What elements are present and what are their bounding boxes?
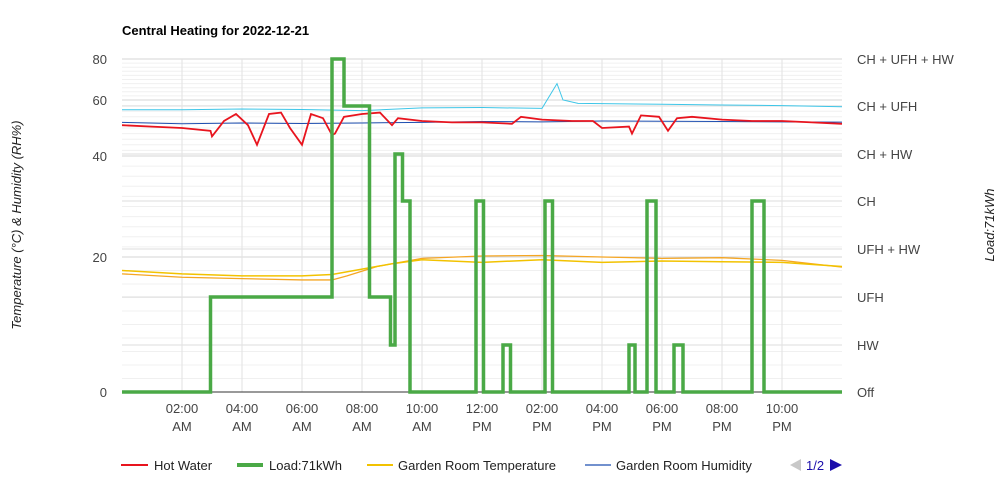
x-tick-label-period: PM — [592, 419, 612, 434]
x-tick-label: 02:00 — [166, 401, 199, 416]
x-tick-label: 06:00 — [286, 401, 319, 416]
x-tick-label-period: AM — [412, 419, 432, 434]
series-line-garden-temp2 — [121, 254, 843, 281]
y-right-tick-label: UFH — [857, 290, 884, 305]
right-y-axis: CH + UFH + HW CH + UFH CH + HW CH UFH + HW UF… — [857, 52, 955, 400]
x-tick-label-period: AM — [292, 419, 312, 434]
x-tick-label: 12:00 — [466, 401, 499, 416]
chart-title: Central Heating for 2022-12-21 — [122, 23, 309, 38]
x-axis: 02:00 AM 04:00 AM 06:00 AM 08:00 AM 10:00 AM 12:00… — [166, 401, 799, 434]
y-axis-label-right: Load:71kWh — [982, 189, 997, 262]
y-right-tick-label: CH + HW — [857, 147, 913, 162]
x-tick-label-period: AM — [172, 419, 192, 434]
legend-label-garden-temperature[interactable]: Garden Room Temperature — [398, 458, 556, 473]
x-tick-label-period: PM — [772, 419, 792, 434]
legend-next-page-icon[interactable] — [830, 459, 842, 471]
legend-prev-page-icon[interactable] — [790, 459, 801, 471]
x-tick-label: 04:00 — [586, 401, 619, 416]
legend-page-indicator: 1/2 — [806, 458, 824, 473]
series-line-humidity2 — [122, 82, 843, 112]
x-tick-label: 06:00 — [646, 401, 679, 416]
x-tick-label: 02:00 — [526, 401, 559, 416]
series-line-hot-water — [121, 111, 843, 148]
x-tick-label: 08:00 — [706, 401, 739, 416]
y-left-tick-label: 40 — [93, 149, 107, 164]
y-right-tick-label: UFH + HW — [857, 242, 921, 257]
y-left-tick-label: 20 — [93, 250, 107, 265]
x-tick-label-period: AM — [352, 419, 372, 434]
y-right-tick-label: CH + UFH — [857, 99, 917, 114]
y-right-tick-label: CH + UFH + HW — [857, 52, 955, 67]
y-left-tick-label: 0 — [100, 385, 107, 400]
y-right-tick-label: Off — [857, 385, 874, 400]
x-tick-label-period: PM — [652, 419, 672, 434]
y-right-tick-label: CH — [857, 194, 876, 209]
x-tick-label-period: PM — [712, 419, 732, 434]
series-layer — [121, 57, 843, 394]
y-axis-label-left: Temperature (°C) & Humidity (RH%) — [9, 120, 24, 329]
legend-label-load[interactable]: Load:71kWh — [269, 458, 342, 473]
legend-label-hot-water[interactable]: Hot Water — [154, 458, 213, 473]
x-tick-label: 10:00 — [766, 401, 799, 416]
x-tick-label-period: PM — [532, 419, 552, 434]
legend: Hot Water Load:71kWh Garden Room Tempera… — [121, 458, 842, 473]
x-tick-label: 10:00 — [406, 401, 439, 416]
legend-label-garden-humidity[interactable]: Garden Room Humidity — [616, 458, 752, 473]
left-y-axis: 80 60 40 20 0 — [93, 52, 107, 400]
y-right-tick-label: HW — [857, 338, 879, 353]
x-tick-label: 08:00 — [346, 401, 379, 416]
y-left-tick-label: 80 — [93, 52, 107, 67]
x-tick-label-period: PM — [472, 419, 492, 434]
x-tick-label: 04:00 — [226, 401, 259, 416]
x-tick-label-period: AM — [232, 419, 252, 434]
series-line-garden-temp — [121, 258, 843, 277]
y-left-tick-label: 60 — [93, 93, 107, 108]
series-line-load — [122, 57, 842, 394]
